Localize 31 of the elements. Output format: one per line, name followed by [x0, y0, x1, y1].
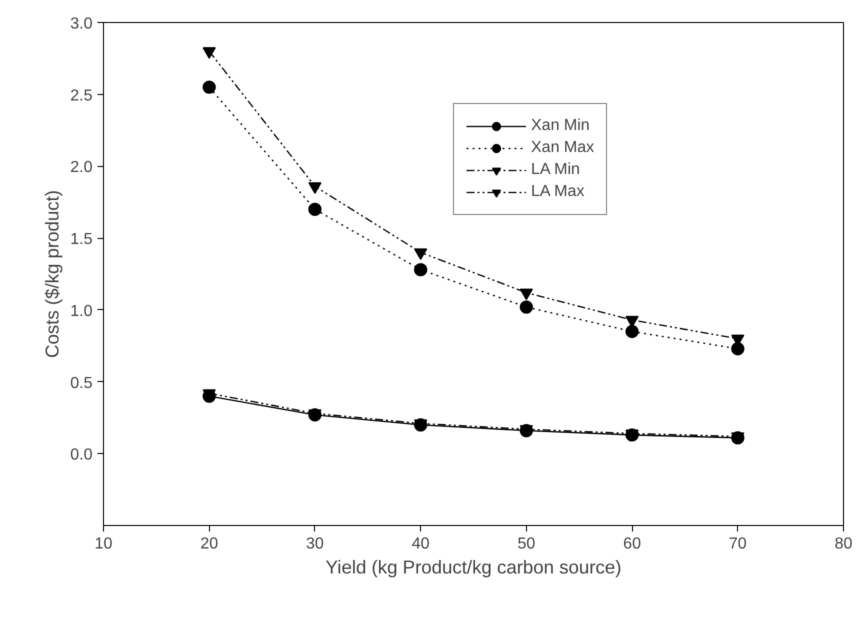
x-tick-label: 10 — [94, 536, 112, 552]
y-tick-label: 1.5 — [70, 231, 93, 248]
point — [202, 80, 216, 94]
x-tick-label: 80 — [834, 536, 852, 552]
x-axis-title: Yield (kg Product/kg carbon source) — [326, 556, 622, 578]
y-tick-label: 2.5 — [70, 87, 93, 104]
y-tick-label: 0.5 — [70, 374, 93, 392]
point — [625, 324, 639, 338]
point — [731, 342, 744, 356]
point — [202, 47, 216, 59]
point — [414, 248, 428, 260]
y-tick-label: 1.0 — [70, 302, 93, 320]
point — [308, 182, 322, 194]
y-tick-label: 0.0 — [70, 446, 93, 464]
y-tick-label: 3.0 — [70, 16, 93, 32]
legend-label: Xan Max — [531, 139, 594, 157]
point — [520, 288, 533, 300]
legend-label: LA Max — [531, 183, 584, 201]
point — [308, 202, 322, 216]
x-tick-label: 60 — [623, 536, 642, 552]
x-tick-label: 40 — [412, 536, 430, 552]
x-tick-label: 30 — [306, 536, 324, 552]
x-tick-label: 20 — [200, 536, 218, 552]
y-tick-label: 2.0 — [70, 159, 93, 176]
legend-label: Xan Min — [531, 117, 590, 135]
legend-label: LA Min — [531, 161, 580, 179]
x-tick-label: 50 — [517, 536, 536, 552]
point — [520, 300, 533, 314]
point — [414, 263, 428, 276]
y-axis-title: Costs ($/kg product) — [41, 190, 62, 358]
x-tick-label: 70 — [728, 536, 747, 552]
